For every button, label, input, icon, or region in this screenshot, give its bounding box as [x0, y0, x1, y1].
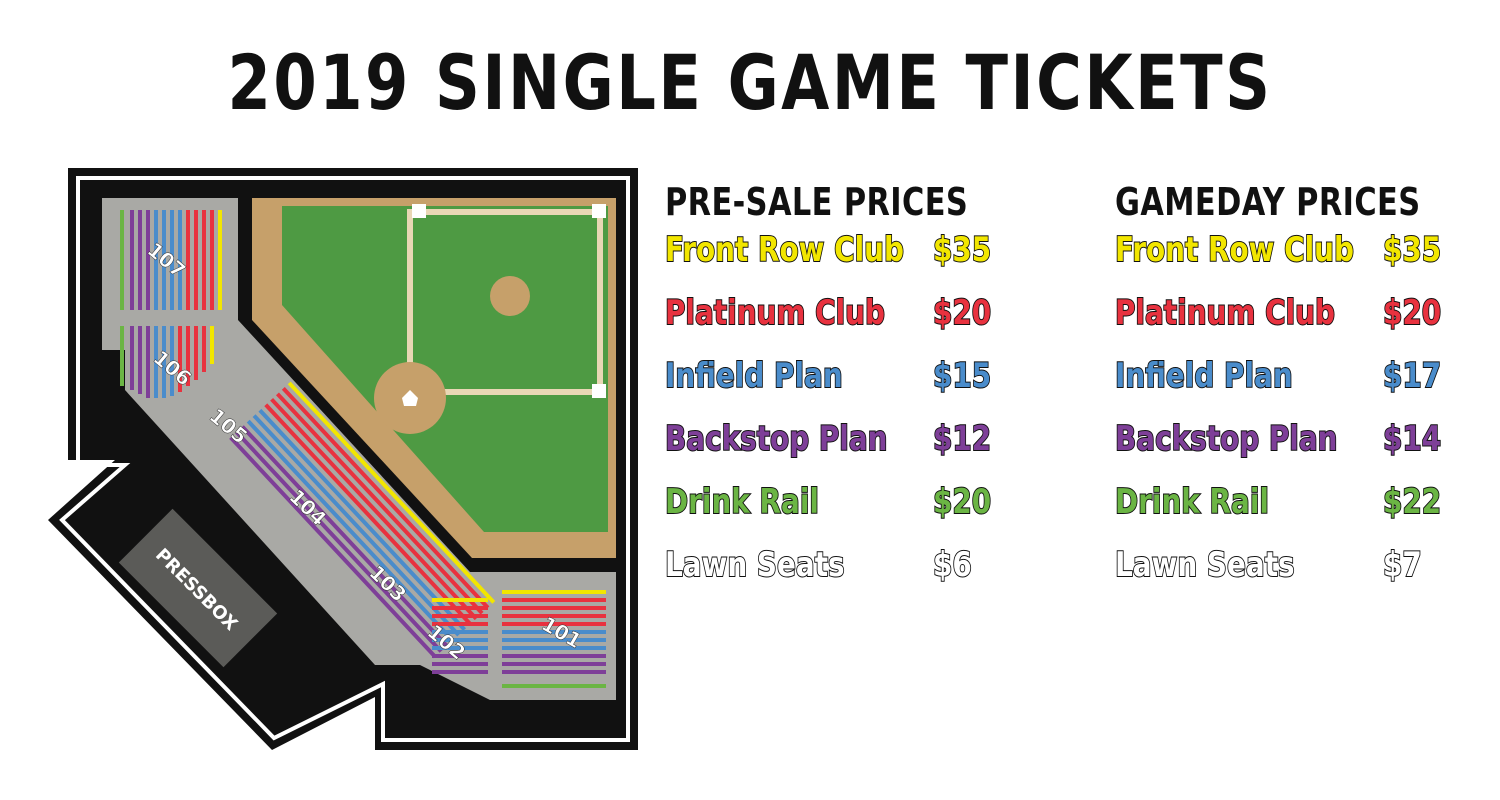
- tier-price: $7: [1382, 544, 1422, 586]
- tier-name: Platinum Club: [664, 292, 886, 334]
- page-title: 2019 SINGLE GAME TICKETS: [227, 38, 1273, 127]
- tier-name: Lawn Seats: [1114, 544, 1295, 586]
- tier-price: $20: [1382, 292, 1442, 334]
- pitchers-mound: [490, 276, 530, 316]
- base: [592, 204, 606, 218]
- presale-heading: PRE-SALE PRICES: [665, 180, 969, 224]
- tier-price: $20: [932, 481, 992, 523]
- tier-name: Front Row Club: [1114, 229, 1355, 271]
- stadium-seating-map: 107 106 105 104 103 102 101 PRESSBOX: [48, 168, 638, 750]
- gameday-heading: GAMEDAY PRICES: [1115, 180, 1421, 224]
- tier-price: $14: [1382, 418, 1442, 460]
- tier-price: $6: [932, 544, 972, 586]
- price-row-platinum-club: Platinum Club $20: [664, 292, 1025, 356]
- tier-price: $17: [1382, 355, 1442, 397]
- concourse-diagonal: [125, 320, 616, 700]
- tier-price: $35: [932, 229, 992, 271]
- home-plate: [402, 390, 418, 406]
- section-106-seats: [120, 326, 214, 398]
- tier-price: $35: [1382, 229, 1442, 271]
- price-row-lawn-seats: Lawn Seats $7: [1114, 544, 1475, 608]
- price-row-infield-plan: Infield Plan $15: [664, 355, 1025, 419]
- tier-name: Platinum Club: [1114, 292, 1336, 334]
- price-row-lawn-seats: Lawn Seats $6: [664, 544, 1025, 608]
- tier-name: Backstop Plan: [1114, 418, 1338, 460]
- tier-name: Infield Plan: [664, 355, 843, 397]
- stadium-inner-stroke: [59, 176, 630, 742]
- price-row-platinum-club: Platinum Club $20: [1114, 292, 1475, 356]
- price-row-drink-rail: Drink Rail $22: [1114, 481, 1475, 545]
- section-107-seats: [120, 210, 222, 310]
- price-row-front-row-club: Front Row Club $35: [664, 229, 1025, 293]
- tier-name: Lawn Seats: [664, 544, 845, 586]
- section-101-seats: [502, 590, 606, 688]
- base: [592, 384, 606, 398]
- price-row-front-row-club: Front Row Club $35: [1114, 229, 1475, 293]
- tier-price: $15: [932, 355, 992, 397]
- section-102-seats: [432, 598, 488, 674]
- tier-name: Drink Rail: [664, 481, 820, 523]
- base-path: [407, 209, 600, 392]
- price-row-backstop-plan: Backstop Plan $14: [1114, 418, 1475, 482]
- gameday-prices-panel: GAMEDAY PRICES Front Row Club $35 Platin…: [1114, 180, 1475, 608]
- tier-name: Backstop Plan: [664, 418, 888, 460]
- presale-prices-panel: PRE-SALE PRICES Front Row Club $35 Plati…: [664, 180, 1025, 608]
- price-row-backstop-plan: Backstop Plan $12: [664, 418, 1025, 482]
- tier-price: $22: [1382, 481, 1442, 523]
- tier-price: $12: [932, 418, 992, 460]
- sections-105-104-103-seats: [229, 381, 496, 659]
- tier-name: Front Row Club: [664, 229, 905, 271]
- tier-price: $20: [932, 292, 992, 334]
- base: [412, 204, 426, 218]
- price-row-drink-rail: Drink Rail $20: [664, 481, 1025, 545]
- tier-name: Infield Plan: [1114, 355, 1293, 397]
- price-row-infield-plan: Infield Plan $17: [1114, 355, 1475, 419]
- tier-name: Drink Rail: [1114, 481, 1270, 523]
